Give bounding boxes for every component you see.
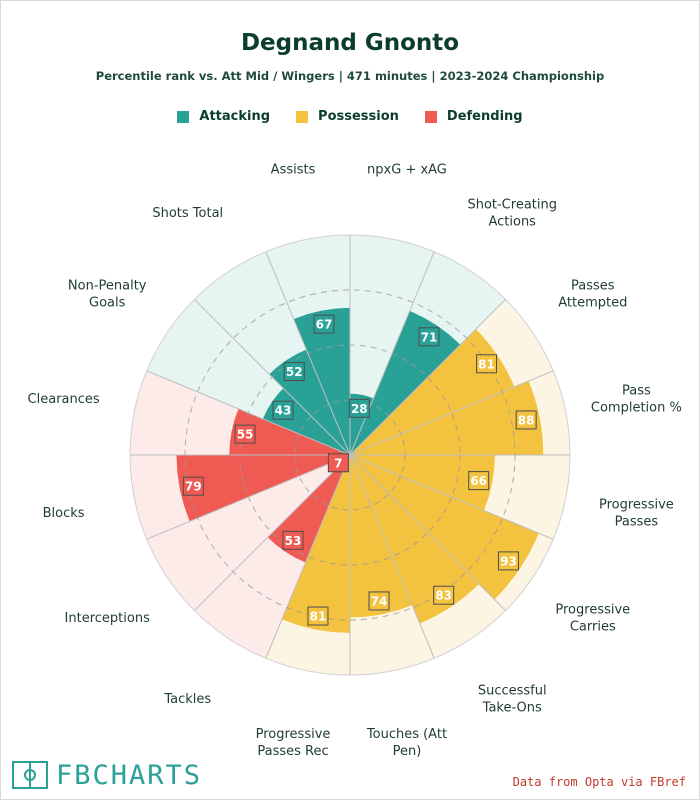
pitch-icon xyxy=(12,761,48,789)
axis-label-touches-att-pen: Touches (Att Pen) xyxy=(366,727,447,759)
axis-label-successful-take-ons: Successful Take-Ons xyxy=(478,683,547,715)
value-label-assists: 67 xyxy=(316,318,333,332)
divider-line xyxy=(194,299,351,456)
fbcharts-logo: FBCHARTS xyxy=(12,759,203,791)
value-label-pass-completion: 88 xyxy=(518,413,535,427)
divider-line xyxy=(349,299,506,456)
value-box-npxg-xag xyxy=(348,398,370,418)
value-label-progressive-carries: 93 xyxy=(500,554,517,568)
value-box-pass-completion xyxy=(515,410,537,430)
value-box-progressive-passes-rec xyxy=(307,606,329,626)
legend: Attacking Possession Defending xyxy=(0,109,700,124)
value-label-tackles: 53 xyxy=(285,534,302,548)
legend-item-defending: Defending xyxy=(424,109,523,124)
legend-item-possession: Possession xyxy=(296,109,399,124)
axis-label-interceptions: Interceptions xyxy=(65,611,151,626)
value-label-non-penalty-goals: 43 xyxy=(275,404,292,418)
divider-line xyxy=(146,370,351,456)
axis-label-blocks: Blocks xyxy=(43,506,85,521)
axis-label-progressive-passes-rec: Progressive Passes Rec xyxy=(256,727,331,759)
divider-line xyxy=(265,251,351,456)
value-box-passes-attempted xyxy=(476,354,498,374)
brand-name: FBCHARTS xyxy=(56,759,203,791)
axis-label-progressive-passes: Progressive Passes xyxy=(599,497,674,529)
divider-line xyxy=(349,454,506,611)
value-box-clearances xyxy=(234,424,256,444)
value-box-non-penalty-goals xyxy=(272,400,294,420)
value-label-passes-attempted: 81 xyxy=(478,357,495,371)
value-label-touches-att-pen: 74 xyxy=(371,594,388,608)
chart-title: Degnand Gnonto xyxy=(240,30,460,56)
divider-line xyxy=(194,454,351,611)
legend-label-attacking: Attacking xyxy=(199,109,271,124)
legend-swatch-possession xyxy=(296,110,309,123)
divider-line xyxy=(349,251,435,456)
divider-line xyxy=(265,454,351,659)
value-box-shot-creating-actions xyxy=(418,327,440,347)
legend-label-defending: Defending xyxy=(446,109,523,124)
value-box-progressive-passes xyxy=(468,471,490,491)
axis-label-shots-total: Shots Total xyxy=(152,206,223,221)
value-box-assists xyxy=(313,314,335,334)
axis-label-non-penalty-goals: Non-Penalty Goals xyxy=(68,278,147,310)
value-label-blocks: 79 xyxy=(185,480,202,494)
axis-label-clearances: Clearances xyxy=(28,392,100,407)
value-box-blocks xyxy=(182,476,204,496)
legend-item-attacking: Attacking xyxy=(177,109,270,124)
legend-swatch-defending xyxy=(424,110,437,123)
divider-line xyxy=(349,370,554,456)
value-label-progressive-passes-rec: 81 xyxy=(310,610,327,624)
value-box-shots-total xyxy=(283,362,305,382)
value-box-progressive-carries xyxy=(497,551,519,571)
value-box-successful-take-ons xyxy=(433,585,455,605)
value-box-interceptions xyxy=(327,453,349,473)
axis-label-assists: Assists xyxy=(271,163,316,178)
divider-line xyxy=(146,454,351,540)
value-label-shot-creating-actions: 71 xyxy=(421,330,438,344)
axis-label-npxg-xag: npxG + xAG xyxy=(367,163,447,178)
value-label-successful-take-ons: 83 xyxy=(435,589,452,603)
value-label-progressive-passes: 66 xyxy=(470,474,487,488)
value-box-touches-att-pen xyxy=(368,591,390,611)
axis-label-pass-completion: Pass Completion % xyxy=(591,384,682,416)
axis-label-progressive-carries: Progressive Carries xyxy=(555,603,630,635)
legend-label-possession: Possession xyxy=(318,109,399,124)
value-label-clearances: 55 xyxy=(237,428,254,442)
chart-subtitle: Percentile rank vs. Att Mid / Wingers | … xyxy=(95,69,605,83)
axis-label-shot-creating-actions: Shot-Creating Actions xyxy=(467,198,557,230)
legend-swatch-attacking xyxy=(177,110,190,123)
value-label-shots-total: 52 xyxy=(286,365,303,379)
data-source: Data from Opta via FBref xyxy=(512,775,686,789)
value-box-tackles xyxy=(282,530,304,550)
divider-line xyxy=(349,454,435,659)
value-label-npxg-xag: 28 xyxy=(351,402,368,416)
value-label-interceptions: 7 xyxy=(334,456,342,470)
divider-line xyxy=(349,454,554,540)
sector-background-interceptions xyxy=(146,455,350,611)
axis-label-passes-attempted: Passes Attempted xyxy=(558,278,627,310)
axis-label-tackles: Tackles xyxy=(163,692,211,707)
